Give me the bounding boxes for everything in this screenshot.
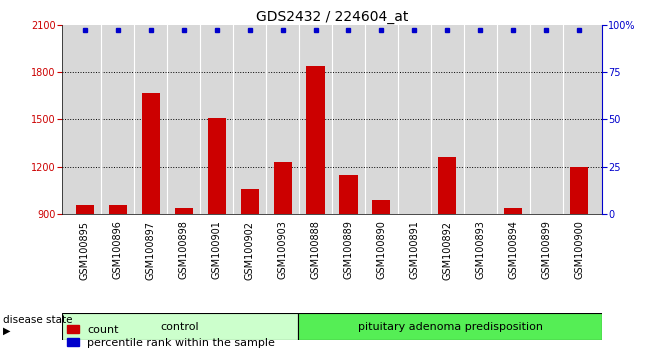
Text: ▶: ▶ [3,326,11,336]
Text: GSM100896: GSM100896 [113,221,123,279]
Bar [142,93,160,214]
Text: GSM100900: GSM100900 [574,221,584,279]
Bar [174,208,193,214]
Bar [372,200,391,214]
Bar [406,214,423,219]
Text: GSM100899: GSM100899 [541,221,551,279]
Text: control: control [161,321,199,332]
Bar [298,313,602,340]
Title: GDS2432 / 224604_at: GDS2432 / 224604_at [256,10,408,24]
Text: GSM100903: GSM100903 [277,221,288,279]
Bar [273,162,292,214]
Text: pituitary adenoma predisposition: pituitary adenoma predisposition [357,321,543,332]
Bar [537,214,555,221]
Text: GSM100890: GSM100890 [376,221,387,279]
Text: GSM100888: GSM100888 [311,221,320,279]
Text: GSM100891: GSM100891 [409,221,419,279]
Bar [438,157,456,214]
Text: disease state: disease state [3,315,73,325]
Text: GSM100893: GSM100893 [475,221,485,279]
Bar [241,189,258,214]
Bar [208,118,226,214]
Bar [307,66,325,214]
Text: GSM100895: GSM100895 [80,221,90,280]
Legend: count, percentile rank within the sample: count, percentile rank within the sample [68,325,275,348]
Text: GSM100894: GSM100894 [508,221,518,279]
Bar [339,175,357,214]
Bar [76,205,94,214]
Bar [109,205,127,214]
Bar [62,313,298,340]
Text: GSM100902: GSM100902 [245,221,255,280]
Text: GSM100898: GSM100898 [179,221,189,279]
Bar [471,214,490,219]
Text: GSM100889: GSM100889 [344,221,353,279]
Text: GSM100892: GSM100892 [442,221,452,280]
Text: GSM100901: GSM100901 [212,221,222,279]
Text: GSM100897: GSM100897 [146,221,156,280]
Bar [504,208,522,214]
Bar [570,167,588,214]
